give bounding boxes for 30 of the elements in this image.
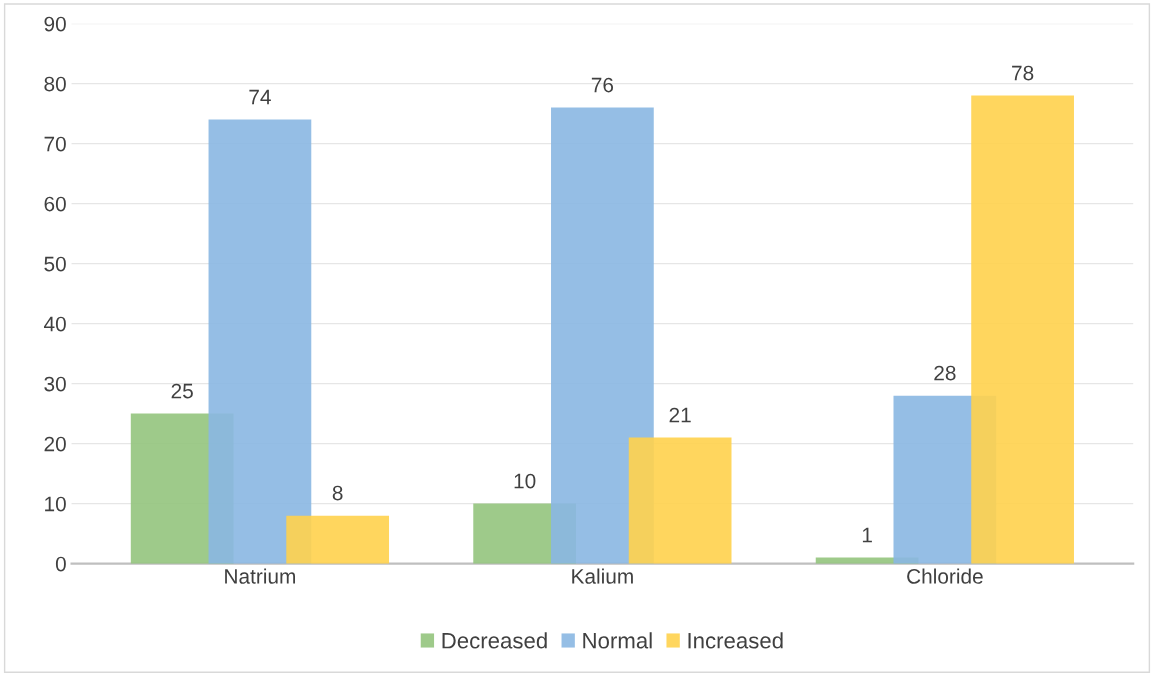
data-label: 8: [332, 485, 343, 501]
y-tick-label: 10: [45, 496, 66, 512]
bar: [551, 107, 654, 564]
y-tick-label: 40: [43, 316, 66, 332]
data-label: 76: [591, 77, 614, 93]
x-tick-label: Chloride: [907, 568, 983, 584]
legend-label: Normal: [583, 632, 652, 649]
bar: [628, 437, 732, 564]
x-tick-label: Natrium: [225, 568, 295, 584]
y-tick-label: 0: [55, 556, 66, 572]
legend-label: Decreased: [442, 632, 547, 649]
x-tick-label: Kalium: [572, 568, 633, 584]
y-tick-label: 30: [44, 376, 66, 392]
bar: [971, 95, 1074, 564]
data-label: 74: [249, 89, 271, 105]
bar: [286, 515, 390, 564]
data-label: 25: [171, 383, 193, 399]
y-tick-label: 50: [44, 256, 66, 272]
data-label: 78: [1012, 65, 1034, 81]
y-tick-label: 20: [44, 436, 66, 452]
bar: [208, 119, 312, 564]
data-label: 10: [514, 473, 536, 489]
y-tick-label: 80: [44, 76, 66, 92]
y-tick-label: 70: [44, 136, 66, 152]
data-label: 1: [862, 527, 872, 543]
data-label: 28: [934, 365, 956, 381]
legend-label: Increased: [688, 632, 783, 649]
y-tick-label: 90: [44, 16, 66, 32]
data-label: 21: [669, 407, 691, 423]
y-tick-label: 60: [44, 196, 66, 212]
